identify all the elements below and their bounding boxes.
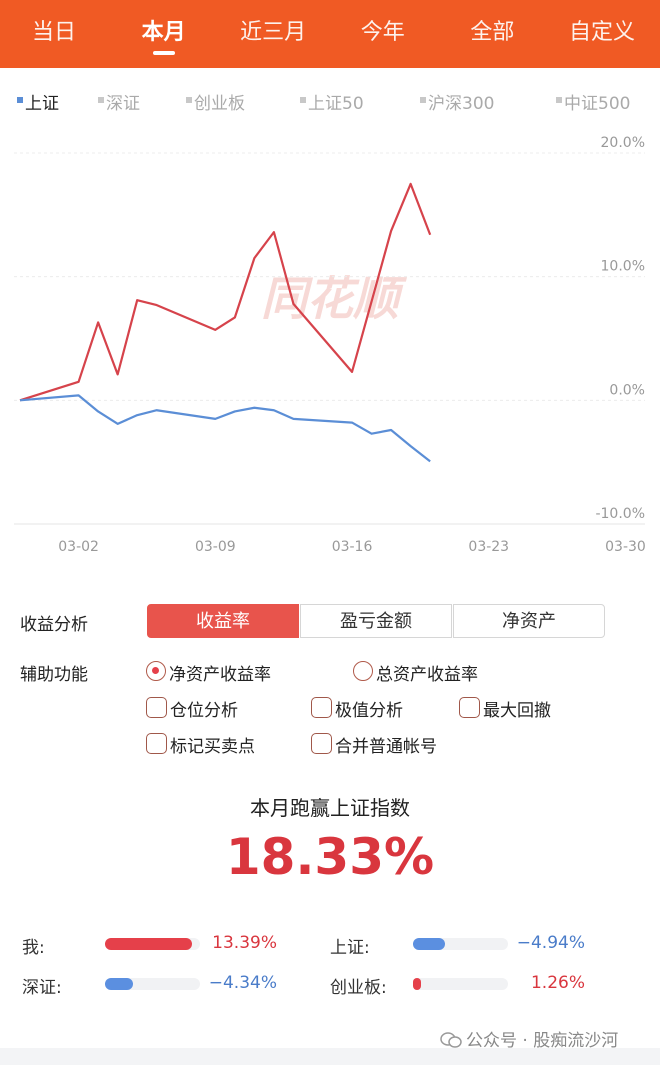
tab[interactable]: 本月 (141, 20, 186, 45)
assist-label: 辅助功能 (20, 665, 88, 685)
compare-value: 1.26% (530, 973, 585, 993)
radio-label[interactable]: 总资产收益率 (376, 665, 478, 685)
compare-bar (105, 978, 134, 990)
tab-indicator (152, 51, 175, 55)
compare-value: 13.39% (212, 933, 277, 953)
tab[interactable]: 今年 (360, 20, 405, 45)
bottom-bar (0, 1048, 660, 1065)
analysis-label: 收益分析 (20, 615, 88, 635)
legend-swatch (186, 97, 192, 103)
radio[interactable] (146, 661, 166, 681)
compare-value: −4.94% (516, 933, 585, 953)
compare-bar (105, 938, 193, 950)
checkbox[interactable] (311, 697, 332, 718)
compare-name: 创业板: (330, 978, 387, 998)
y-tick-label: 20.0% (601, 135, 645, 151)
x-tick-label: 03-09 (195, 539, 236, 555)
radio-label[interactable]: 净资产收益率 (169, 665, 271, 685)
segment-option[interactable]: 盈亏金额 (300, 604, 452, 638)
tab[interactable]: 近三月 (240, 20, 307, 45)
wechat-icon (440, 1032, 462, 1048)
y-tick-label: -10.0% (595, 506, 645, 522)
compare-name: 我: (22, 938, 45, 958)
x-tick-label: 03-02 (58, 539, 99, 555)
x-tick-label: 03-16 (332, 539, 373, 555)
legend-item[interactable]: 上证50 (308, 94, 364, 114)
watermark: 同花顺 (261, 272, 408, 326)
chart: 同花顺 -10.0% 0.0% 10.0% 20.0% 03-02 03-09 03-16 03… (14, 135, 646, 555)
legend-swatch (17, 97, 23, 103)
checkbox-label[interactable]: 极值分析 (335, 701, 403, 721)
compare-track (413, 978, 508, 990)
checkbox-label[interactable]: 合并普通帐号 (335, 737, 437, 757)
checkbox-label[interactable]: 标记买卖点 (170, 737, 255, 757)
radio[interactable] (353, 661, 373, 681)
legend-item[interactable]: 创业板 (194, 94, 245, 114)
y-tick-label: 10.0% (601, 259, 645, 275)
checkbox[interactable] (146, 697, 167, 718)
legend-item[interactable]: 深证 (106, 94, 140, 114)
checkbox[interactable] (146, 733, 167, 754)
compare-bar (413, 938, 446, 950)
y-tick-label: 0.0% (609, 382, 645, 398)
legend-item[interactable]: 中证500 (564, 94, 631, 114)
legend-item[interactable]: 上证 (25, 94, 59, 114)
checkbox[interactable] (459, 697, 480, 718)
footer: 公众号 · 股痴流沙河 (440, 1026, 618, 1051)
legend-swatch (556, 97, 562, 103)
series-line (19, 394, 431, 463)
header: 当日 本月 近三月 今年 全部 自定义 (0, 0, 660, 68)
legend-swatch (98, 97, 104, 103)
x-tick-label: 03-30 (605, 539, 646, 555)
legend-swatch (300, 97, 306, 103)
tab[interactable]: 当日 (31, 20, 76, 45)
series-line (19, 182, 432, 402)
checkbox-label[interactable]: 最大回撤 (483, 701, 551, 721)
compare-bar (413, 978, 422, 990)
footer-text: 公众号 · 股痴流沙河 (466, 1031, 619, 1051)
segment-option[interactable]: 净资产 (453, 604, 605, 638)
x-tick-label: 03-23 (468, 539, 509, 555)
radio-dot (152, 667, 159, 674)
summary-title: 本月跑赢上证指数 (250, 796, 410, 820)
summary-value: 18.33% (225, 828, 435, 886)
legend-item[interactable]: 沪深300 (428, 94, 495, 114)
tab[interactable]: 全部 (470, 20, 515, 45)
compare-name: 深证: (22, 978, 62, 998)
tab[interactable]: 自定义 (568, 20, 635, 45)
checkbox[interactable] (311, 733, 332, 754)
checkbox-label[interactable]: 仓位分析 (170, 701, 238, 721)
legend-swatch (420, 97, 426, 103)
segment-option[interactable]: 收益率 (147, 604, 299, 638)
compare-name: 上证: (330, 938, 370, 958)
compare-value: −4.34% (208, 973, 277, 993)
